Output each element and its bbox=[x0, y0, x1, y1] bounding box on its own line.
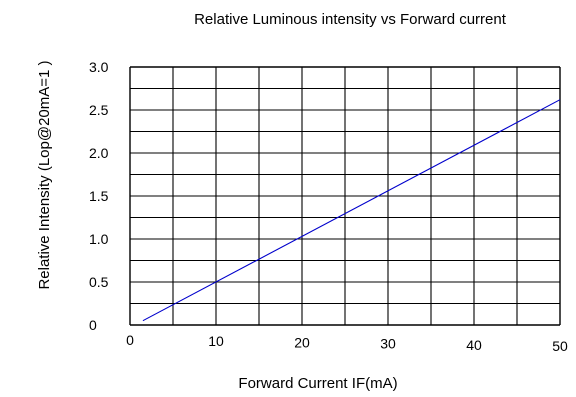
x-tick-label: 0 bbox=[126, 332, 134, 348]
y-tick-label: 0 bbox=[89, 317, 97, 333]
y-tick-label: 3.0 bbox=[89, 59, 109, 75]
y-tick-label: 2.0 bbox=[89, 145, 109, 161]
series-layer bbox=[142, 99, 561, 322]
y-tick-label: 1.5 bbox=[89, 188, 109, 204]
y-tick-label: 1.0 bbox=[89, 231, 109, 247]
x-tick-label: 40 bbox=[466, 337, 482, 353]
y-tick-label: 0.5 bbox=[89, 274, 109, 290]
y-tick-labels: 0 0.5 1.0 1.5 2.0 2.5 3.0 bbox=[89, 59, 109, 333]
chart-grid bbox=[129, 66, 561, 326]
x-tick-label: 20 bbox=[294, 334, 310, 350]
y-axis-label: Relative Intensity (Lop@20mA=1 ) bbox=[36, 60, 53, 289]
x-tick-label: 50 bbox=[552, 338, 568, 354]
x-tick-label: 30 bbox=[380, 336, 396, 352]
series-line bbox=[142, 99, 561, 322]
x-tick-label: 10 bbox=[208, 333, 224, 349]
x-axis-label: Forward Current IF(mA) bbox=[238, 375, 397, 392]
y-tick-label: 2.5 bbox=[89, 102, 109, 118]
x-tick-labels: 0 10 20 30 40 50 bbox=[126, 332, 568, 354]
chart-title: Relative Luminous intensity vs Forward c… bbox=[194, 11, 507, 28]
